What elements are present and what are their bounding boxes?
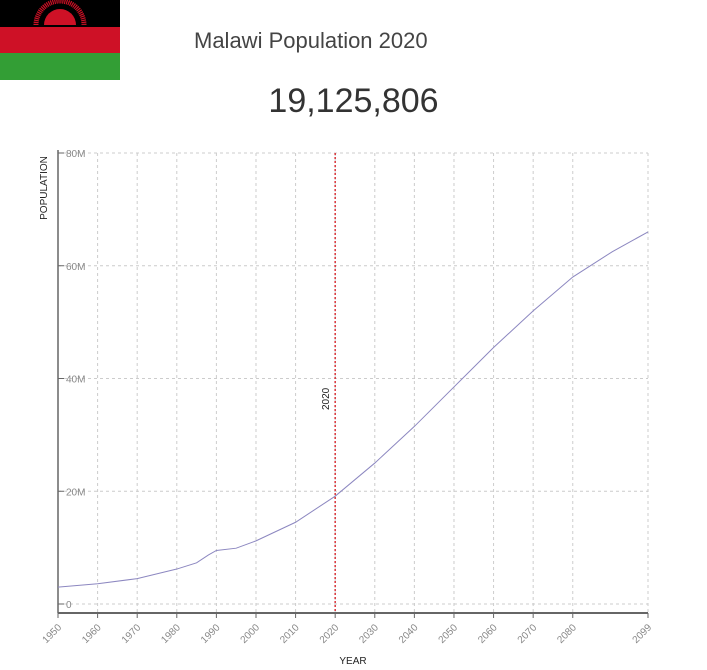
y-tick-label: 20M	[66, 487, 85, 498]
population-value: 19,125,806	[268, 82, 439, 120]
x-tick-label: 2040	[397, 622, 421, 646]
year-marker-label: 2020	[321, 387, 332, 410]
page-title: Malawi Population 2020	[194, 28, 428, 53]
x-tick-label: 2080	[555, 622, 579, 646]
x-tick-label: 1960	[80, 622, 104, 646]
x-tick-label: 1980	[159, 622, 183, 646]
y-tick-label: 80M	[66, 149, 85, 160]
x-tick-label: 2010	[278, 622, 302, 646]
y-tick-label: 0	[66, 600, 72, 611]
y-axis-label: POPULATION	[39, 156, 50, 220]
x-tick-label: 2070	[516, 622, 540, 646]
x-tick-label: 2050	[437, 622, 461, 646]
x-axis-label: YEAR	[339, 656, 366, 667]
x-tick-label: 2000	[239, 622, 263, 646]
x-tick-label: 1970	[120, 622, 144, 646]
x-tick-label: 2030	[357, 622, 381, 646]
x-tick-label: 2020	[318, 622, 342, 646]
x-tick-label: 1990	[199, 622, 223, 646]
x-tick-label: 2060	[476, 622, 500, 646]
y-tick-label: 40M	[66, 375, 85, 386]
y-tick-label: 60M	[66, 262, 85, 273]
x-tick-label: 1950	[41, 622, 65, 646]
malawi-flag-icon	[0, 0, 120, 80]
x-tick-label: 2099	[631, 622, 655, 646]
population-line	[57, 231, 649, 588]
